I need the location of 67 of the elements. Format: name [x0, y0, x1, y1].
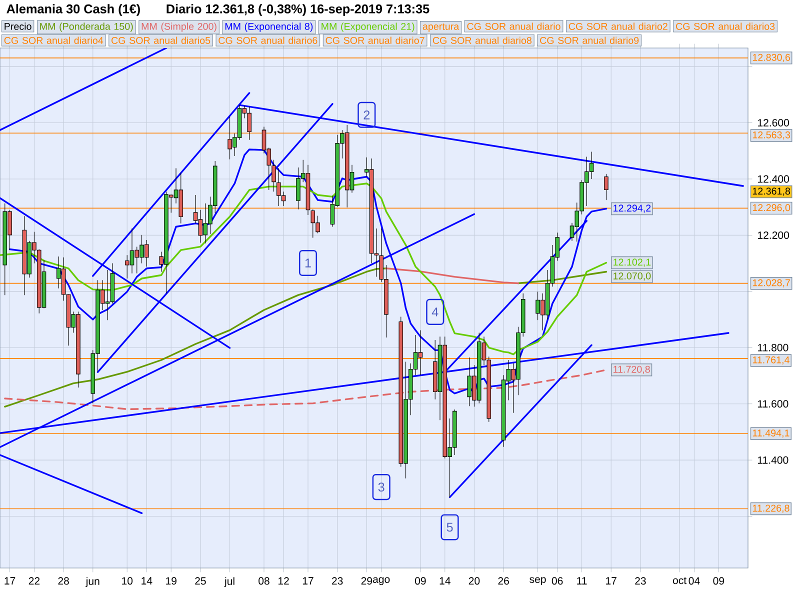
x-tick-label: jul: [224, 577, 234, 588]
annotation: 2: [364, 110, 370, 120]
x-tick-label: 29: [361, 577, 372, 585]
y-tick-label: 11.800: [758, 344, 788, 352]
ref-line-label: 12.296,0: [752, 204, 790, 212]
x-tick-label: oct: [672, 577, 687, 584]
x-tick-label: 14: [440, 577, 450, 584]
text: CG SOR anual diario3: [676, 22, 775, 30]
x-tick-label: 20: [468, 577, 480, 585]
x-tick-label: 04: [688, 577, 700, 585]
x-tick-label: 17: [302, 577, 314, 584]
x-tick-label: 12: [278, 577, 289, 585]
data-label: 11.720,8: [614, 366, 650, 374]
y-tick-label: 11.400: [758, 456, 788, 464]
text: MM (Exponencial 21): [322, 22, 414, 32]
text: CG SOR anual diario4: [4, 36, 104, 44]
x-tick-label: 09: [713, 577, 724, 585]
data-label: 12.102,1: [614, 258, 651, 267]
chart-title: Alemania 30 Cash (1€): [6, 4, 140, 16]
x-tick-label: sep: [530, 577, 546, 586]
y-tick-label: 12.200: [758, 231, 790, 239]
x-tick-label: 09: [415, 577, 426, 585]
x-tick-label: 22: [28, 577, 40, 585]
text: CG SOR anual diario7: [326, 36, 424, 44]
ref-line-label: 12.028,7: [752, 279, 790, 288]
x-tick-label: 14: [142, 577, 152, 584]
text: 12.361,8: [752, 188, 790, 196]
x-tick-label: 28: [58, 577, 69, 585]
text: CG SOR anual diario8: [432, 36, 532, 44]
x-tick-label: 26: [498, 577, 509, 585]
data-label: 12.294,2: [614, 204, 651, 213]
x-tick-label: 25: [195, 577, 206, 585]
annotation: 1: [305, 258, 311, 268]
x-tick-label: 10: [122, 577, 133, 585]
y-tick-label: 12.400: [758, 175, 790, 183]
text: MM (Exponencial 8): [225, 22, 313, 32]
annotation: 4: [432, 308, 438, 316]
x-tick-label: 17: [606, 577, 616, 584]
y-tick-label: 12.600: [758, 119, 790, 127]
x-tick-label: 23: [635, 577, 646, 585]
x-tick-label: ago: [372, 577, 390, 586]
ref-line-label: 12.563,3: [752, 131, 790, 140]
x-tick-label: 08: [258, 577, 270, 585]
annotation: 3: [378, 482, 384, 492]
chart-subtitle: Diario 12.361,8 (-0,38%) 16-sep-2019 7:13:35: [166, 4, 430, 16]
ref-line-label: 11.226,8: [752, 504, 790, 513]
y-tick-label: 11.600: [758, 400, 788, 408]
text: CG SOR anual diario: [467, 22, 560, 30]
text: CG SOR anual diario5: [112, 36, 210, 44]
text: MM (Ponderada 150): [40, 22, 133, 32]
x-tick-label: 17: [4, 577, 16, 584]
x-tick-label: 06: [552, 577, 563, 585]
text: Precio: [4, 22, 32, 30]
ref-line-label: 11.761,4: [752, 356, 790, 365]
text: MM (Simple 200): [142, 22, 216, 32]
annotation: 5: [446, 522, 453, 532]
ref-line-label: 12.830,6: [752, 54, 790, 62]
text: apertura: [422, 23, 460, 32]
data-label: 12.070,0: [614, 272, 651, 281]
text: CG SOR anual diario6: [218, 36, 318, 44]
text: CG SOR anual diario9: [540, 36, 639, 44]
x-tick-label: 23: [332, 577, 343, 585]
text: CG SOR anual diario2: [568, 22, 668, 30]
ref-line-label: 11.494,1: [752, 430, 790, 438]
x-tick-label: jun: [86, 577, 100, 588]
x-tick-label: 19: [166, 577, 176, 585]
x-tick-label: 11: [577, 577, 587, 584]
